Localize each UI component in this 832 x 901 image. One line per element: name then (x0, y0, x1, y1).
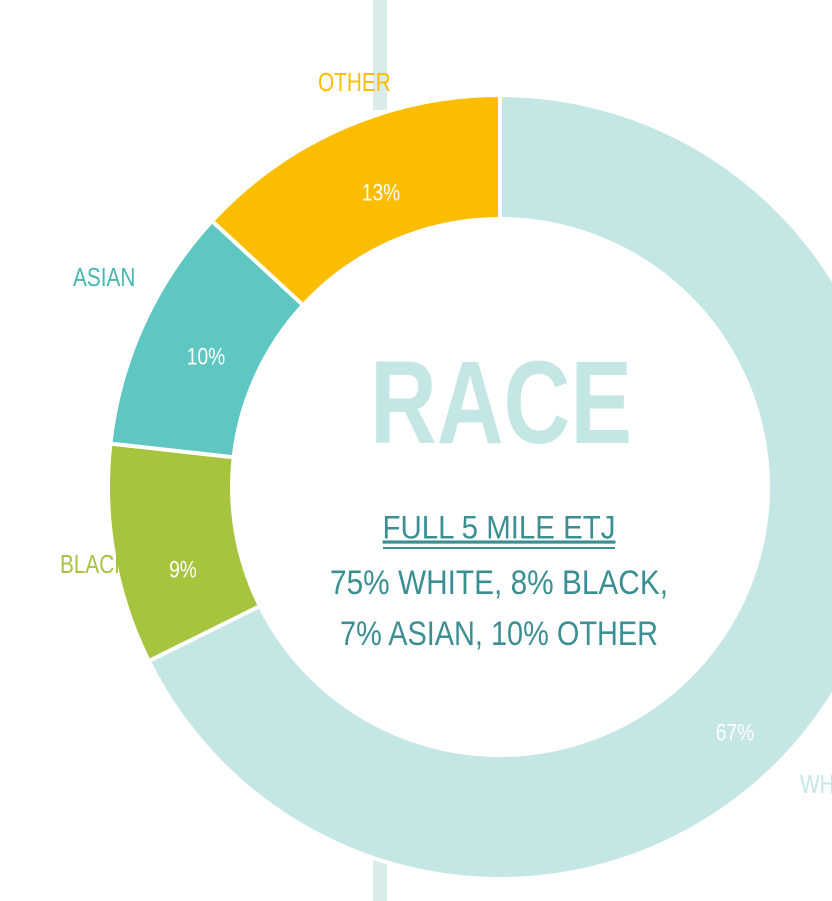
annotation: 75% WHITE, 8% BLACK, (330, 564, 668, 602)
value-label: 10% (187, 342, 225, 370)
donut-slice (209, 92, 502, 308)
donut-slice (146, 92, 832, 881)
labels: WHITE BLACK ASIAN OTHER 67% 9% 10% 13% (60, 68, 832, 799)
value-label: 13% (362, 178, 400, 206)
value-label: 67% (716, 718, 754, 746)
category-label: WHITE (800, 770, 832, 799)
annotation: 7% ASIAN, 10% OTHER (340, 615, 658, 653)
chart-subtitle: FULL 5 MILE ETJ (383, 509, 616, 545)
category-label: BLACK (60, 550, 128, 579)
divider-bar (373, 0, 387, 110)
category-label: OTHER (318, 68, 391, 97)
slices (106, 92, 832, 881)
category-label: ASIAN (73, 263, 135, 292)
value-label: 9% (169, 555, 197, 583)
chart-title: RACE (370, 337, 632, 469)
divider-bar (373, 860, 387, 901)
